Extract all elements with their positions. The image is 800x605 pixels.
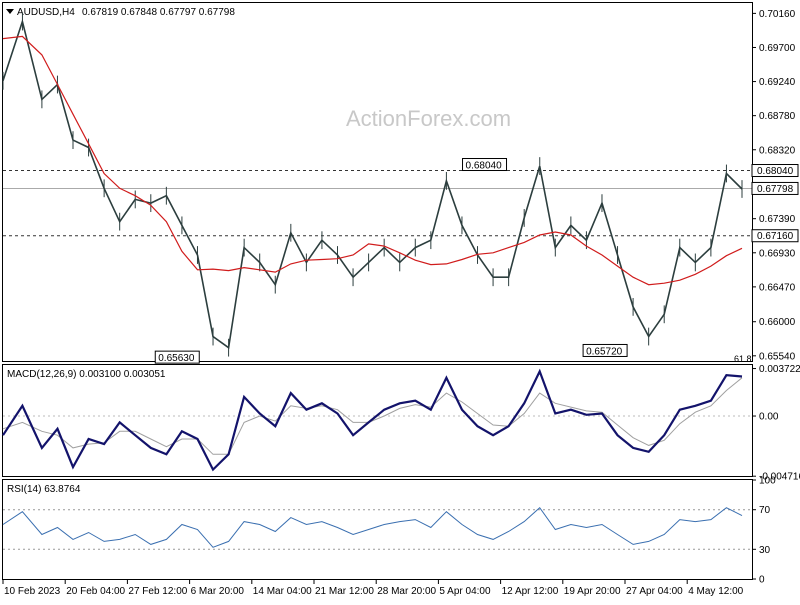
- macd-y-tick-label: -0.004716: [759, 472, 800, 483]
- price-y-tick-label: 0.67390: [759, 214, 796, 225]
- macd-y-tick-label: 0.003722: [759, 364, 800, 375]
- triangle-down-icon: [6, 9, 14, 14]
- rsi-layer: 100 70 30 0: [2, 476, 776, 586]
- annotation-label: 0.68040: [466, 161, 503, 172]
- chart-header: AUDUSD,H4 0.67819 0.67848 0.67797 0.6779…: [6, 7, 235, 18]
- x-tick-label: 21 Mar 12:00: [315, 586, 374, 597]
- current-price-box: [751, 181, 799, 195]
- macd-label: MACD(12,26,9) 0.003100 0.003051: [7, 369, 166, 380]
- annotation-label: 0.65720: [586, 346, 623, 357]
- rsi-y-tick-label: 0: [759, 575, 765, 586]
- current-price-label: 0.67798: [757, 184, 794, 195]
- price-layer: 0.70160 0.69700 0.69240 0.68780 0.68320 0.673…: [2, 9, 799, 364]
- rsi-y-tick-label: 100: [759, 476, 776, 487]
- annotation-box: [154, 350, 200, 364]
- price-y-tick-label: 0.65540: [759, 351, 796, 362]
- price-line: [2, 18, 743, 350]
- x-tick-label: 28 Mar 20:00: [377, 586, 436, 597]
- macd-panel: [2, 364, 753, 477]
- x-tick-label: 14 Mar 04:00: [253, 586, 312, 597]
- x-tick-label: 27 Feb 12:00: [128, 586, 187, 597]
- annotation-label: 0.65630: [158, 353, 195, 364]
- x-axis: 10 Feb 2023 20 Feb 04:00 27 Feb 12:00 6 Mar…: [2, 579, 744, 597]
- level-price-label: 0.68040: [757, 166, 794, 177]
- price-y-tick-label: 0.66000: [759, 317, 796, 328]
- rsi-y-tick-label: 70: [759, 505, 771, 516]
- price-y-tick-label: 0.68320: [759, 145, 796, 156]
- macd-line: [2, 368, 743, 472]
- x-tick-label: 27 Apr 04:00: [626, 586, 683, 597]
- rsi-label: RSI(14) 63.8764: [7, 484, 81, 495]
- price-y-tick-label: 0.68780: [759, 111, 796, 122]
- level-price-label: 0.67160: [757, 231, 794, 242]
- price-y-tick-label: 0.66930: [759, 248, 796, 259]
- fib-label: 61.8: [734, 354, 752, 364]
- macd-signal-line: [2, 377, 743, 455]
- price-y-tick-label: 0.70160: [759, 9, 796, 20]
- watermark: ActionForex.com: [346, 106, 511, 131]
- rsi-y-tick-label: 30: [759, 545, 771, 556]
- annotation-box: [582, 343, 628, 357]
- ohlc-label: 0.67819 0.67848 0.67797 0.67798: [82, 7, 235, 18]
- x-tick-label: 10 Feb 2023: [4, 586, 61, 597]
- price-panel: [2, 2, 753, 362]
- rsi-panel: [2, 479, 753, 580]
- annotation-box: [462, 158, 508, 172]
- ma-line: [2, 35, 743, 286]
- price-y-tick-label: 0.69700: [759, 43, 796, 54]
- x-tick-label: 4 May 12:00: [688, 586, 743, 597]
- x-tick-label: 12 Apr 12:00: [502, 586, 559, 597]
- level-price-box: [751, 229, 799, 243]
- price-y-tick-label: 0.66470: [759, 282, 796, 293]
- level-price-box: [751, 164, 799, 178]
- symbol-label: AUDUSD,H4: [17, 7, 75, 18]
- macd-layer: 0.003722 0.00 -0.004716: [2, 364, 800, 483]
- macd-y-tick-label: 0.00: [759, 412, 779, 423]
- x-tick-label: 20 Feb 04:00: [66, 586, 125, 597]
- x-tick-label: 19 Apr 20:00: [564, 586, 621, 597]
- x-tick-label: 5 Apr 04:00: [439, 586, 491, 597]
- rsi-line: [2, 506, 743, 548]
- price-y-tick-label: 0.69240: [759, 77, 796, 88]
- x-tick-label: 6 Mar 20:00: [191, 586, 245, 597]
